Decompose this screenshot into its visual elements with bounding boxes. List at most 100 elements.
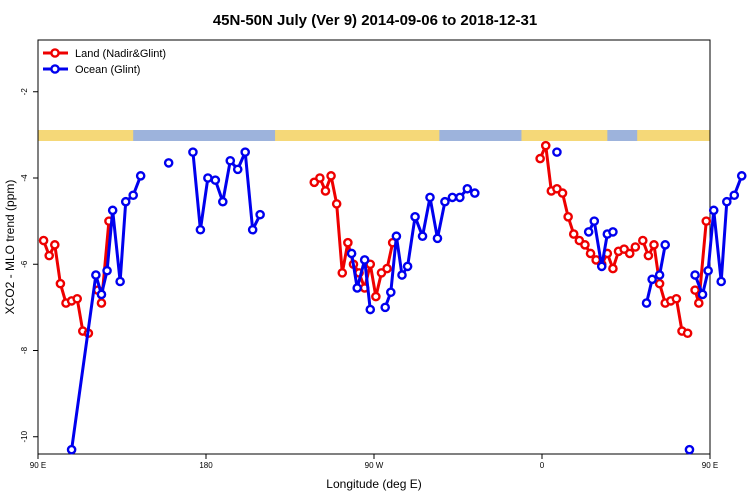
- legend-land-marker: [50, 48, 60, 58]
- series-ocean-point: [641, 298, 652, 308]
- legend-land-label: Land (Nadir&Glint): [75, 48, 166, 60]
- series-ocean-point: [217, 196, 228, 207]
- series-ocean-point: [708, 205, 719, 216]
- series-land-point: [72, 293, 82, 304]
- series-land-point: [320, 186, 331, 196]
- series-ocean-point: [397, 270, 407, 280]
- series-land-point: [96, 298, 107, 308]
- series-land-point: [630, 242, 641, 252]
- y-axis-label: XCO2 - MLO trend (ppm): [3, 180, 17, 315]
- series-land-point: [643, 250, 654, 261]
- series-ocean-point: [128, 190, 138, 201]
- series-land-point: [654, 278, 665, 289]
- series-ocean-line: [191, 150, 262, 232]
- y-tick-label: -6: [20, 260, 29, 268]
- series-ocean-point: [729, 190, 740, 201]
- series-ocean-point: [552, 147, 562, 157]
- series-ocean-point: [716, 276, 727, 287]
- chart-title: 45N-50N July (Ver 9) 2014-09-06 to 2018-…: [213, 12, 537, 29]
- x-tick-label: 180: [199, 461, 213, 470]
- plot-series: [38, 140, 747, 455]
- series-ocean-point: [385, 287, 396, 298]
- series-ocean-point: [589, 216, 600, 226]
- strip-land: [637, 130, 710, 141]
- series-ocean-point: [722, 196, 732, 207]
- series-ocean-point: [66, 444, 77, 455]
- series-land-point: [326, 171, 336, 181]
- strip-land: [38, 130, 134, 141]
- series-ocean-point: [188, 147, 198, 157]
- series-land-point: [563, 212, 573, 222]
- series-land-point: [55, 278, 66, 289]
- y-axis: -2 -4 -6 -8 -10: [20, 88, 38, 443]
- series-ocean-point: [163, 158, 174, 168]
- series-land-point: [585, 248, 596, 259]
- y-tick-label: -10: [20, 430, 29, 442]
- series-ocean-point: [440, 196, 450, 207]
- legend-ocean-label: Ocean (Glint): [75, 64, 140, 76]
- series-ocean-point: [115, 276, 125, 287]
- series-ocean-point: [210, 175, 221, 185]
- series-land-point: [315, 173, 325, 183]
- y-tick-label: -2: [20, 88, 29, 96]
- series-ocean-point: [232, 164, 243, 175]
- x-tick-label: 90 E: [702, 461, 718, 470]
- series-ocean-point: [120, 196, 131, 207]
- series-land-point: [557, 188, 568, 198]
- series-ocean-point: [380, 302, 391, 313]
- series-ocean-line: [70, 175, 143, 450]
- legend-item-land: Land (Nadir&Glint): [43, 48, 166, 60]
- series-ocean-point: [697, 289, 708, 300]
- series-land-point: [690, 285, 700, 295]
- x-tick-label: 0: [540, 461, 545, 470]
- series-land-point: [540, 140, 551, 151]
- series-ocean-point: [608, 227, 618, 237]
- series-ocean-point: [684, 444, 695, 455]
- series-land-point: [337, 268, 348, 278]
- series-land-point: [682, 328, 693, 339]
- x-axis: 90 E 180 90 W 0 90 E: [30, 454, 718, 470]
- series-land-point: [671, 293, 682, 304]
- series-ocean-point: [417, 231, 428, 242]
- x-tick-label: 90 W: [365, 461, 384, 470]
- series-ocean-point: [703, 265, 713, 276]
- series-ocean-point: [455, 192, 465, 203]
- series-ocean-point: [447, 192, 458, 203]
- series-ocean-point: [96, 289, 107, 300]
- legend: Land (Nadir&Glint) Ocean (Glint): [43, 48, 166, 76]
- series-ocean-point: [102, 265, 112, 276]
- legend-item-ocean: Ocean (Glint): [43, 64, 140, 76]
- series-ocean-line: [350, 253, 372, 310]
- series-ocean-point: [402, 261, 413, 272]
- x-tick-label: 90 E: [30, 461, 46, 470]
- series-ocean-point: [255, 209, 265, 220]
- series-land-point: [649, 240, 659, 250]
- strip-land: [521, 130, 608, 141]
- series-ocean-point: [596, 261, 607, 272]
- y-tick-label: -8: [20, 346, 29, 354]
- series-ocean-point: [365, 304, 376, 315]
- series-ocean-point: [736, 171, 747, 181]
- series-ocean-point: [391, 231, 402, 242]
- series-land-point: [624, 248, 635, 259]
- series-ocean-point: [462, 183, 473, 194]
- series-land-point: [38, 235, 49, 246]
- series-ocean-point: [690, 270, 700, 280]
- series-ocean-point: [469, 188, 480, 198]
- strip-land: [275, 130, 440, 141]
- series-ocean-point: [647, 274, 657, 285]
- series-ocean-point: [225, 155, 236, 166]
- series-land-point: [694, 298, 704, 308]
- series-ocean-point: [240, 147, 250, 157]
- x-axis-label: Longitude (deg E): [326, 477, 421, 491]
- series-land-point: [331, 199, 342, 209]
- series-ocean-point: [425, 192, 435, 203]
- series-ocean-point: [346, 248, 357, 259]
- series-land-point: [701, 216, 712, 226]
- series-land-point: [44, 250, 55, 261]
- series-ocean-point: [359, 255, 370, 265]
- series-ocean-point: [195, 224, 206, 235]
- series-ocean-point: [410, 212, 420, 222]
- series-land-point: [343, 237, 353, 248]
